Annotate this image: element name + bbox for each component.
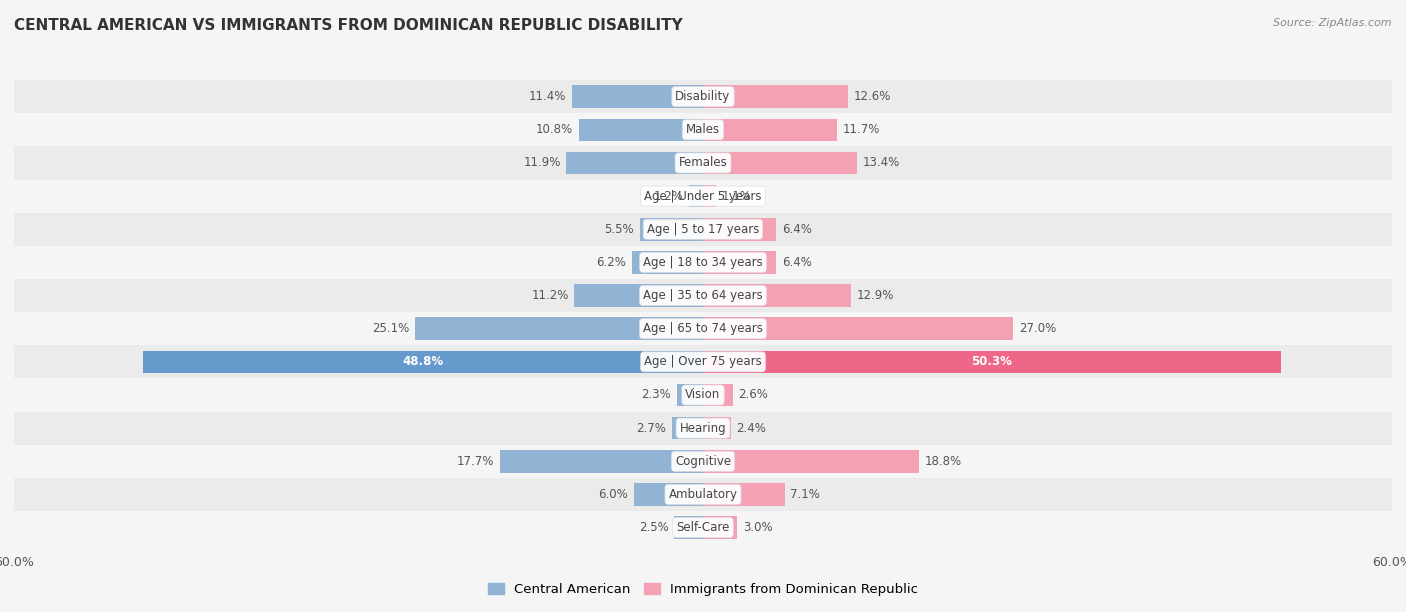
Bar [689, 185, 703, 207]
Text: 7.1%: 7.1% [790, 488, 820, 501]
Text: 18.8%: 18.8% [925, 455, 962, 468]
Bar [631, 251, 703, 274]
Text: 11.9%: 11.9% [523, 157, 561, 170]
Bar [703, 417, 731, 439]
Text: 50.3%: 50.3% [972, 356, 1012, 368]
Bar [575, 284, 703, 307]
Bar [703, 85, 848, 108]
Bar [14, 378, 1392, 411]
Bar [14, 146, 1392, 179]
Text: 6.2%: 6.2% [596, 256, 626, 269]
Text: 6.0%: 6.0% [599, 488, 628, 501]
Bar [703, 284, 851, 307]
Text: Ambulatory: Ambulatory [668, 488, 738, 501]
Bar [676, 384, 703, 406]
Bar [14, 445, 1392, 478]
Text: CENTRAL AMERICAN VS IMMIGRANTS FROM DOMINICAN REPUBLIC DISABILITY: CENTRAL AMERICAN VS IMMIGRANTS FROM DOMI… [14, 18, 683, 34]
Text: 6.4%: 6.4% [782, 256, 813, 269]
Bar [703, 318, 1012, 340]
Text: 27.0%: 27.0% [1019, 322, 1056, 335]
Text: Males: Males [686, 123, 720, 136]
Bar [703, 384, 733, 406]
Bar [634, 483, 703, 506]
Bar [567, 152, 703, 174]
Text: 2.4%: 2.4% [737, 422, 766, 435]
Text: 11.2%: 11.2% [531, 289, 568, 302]
Text: Vision: Vision [685, 389, 721, 401]
Bar [640, 218, 703, 241]
Text: 5.5%: 5.5% [605, 223, 634, 236]
Bar [14, 511, 1392, 544]
Text: Source: ZipAtlas.com: Source: ZipAtlas.com [1274, 18, 1392, 28]
Bar [142, 351, 703, 373]
Bar [14, 246, 1392, 279]
Bar [415, 318, 703, 340]
Text: 1.1%: 1.1% [721, 190, 751, 203]
Bar [672, 417, 703, 439]
Text: 10.8%: 10.8% [536, 123, 574, 136]
Bar [14, 279, 1392, 312]
Bar [703, 185, 716, 207]
Bar [703, 483, 785, 506]
Text: 2.7%: 2.7% [637, 422, 666, 435]
Text: 11.7%: 11.7% [844, 123, 880, 136]
Bar [703, 517, 738, 539]
Bar [14, 312, 1392, 345]
Bar [675, 517, 703, 539]
Text: 6.4%: 6.4% [782, 223, 813, 236]
Bar [14, 80, 1392, 113]
Text: Age | Under 5 years: Age | Under 5 years [644, 190, 762, 203]
Bar [579, 119, 703, 141]
Text: Cognitive: Cognitive [675, 455, 731, 468]
Bar [703, 450, 920, 472]
Text: Age | Over 75 years: Age | Over 75 years [644, 356, 762, 368]
Text: 1.2%: 1.2% [654, 190, 683, 203]
Text: 13.4%: 13.4% [863, 157, 900, 170]
Text: 2.6%: 2.6% [738, 389, 769, 401]
Legend: Central American, Immigrants from Dominican Republic: Central American, Immigrants from Domini… [482, 578, 924, 602]
Text: 48.8%: 48.8% [402, 356, 443, 368]
Bar [14, 345, 1392, 378]
Text: 3.0%: 3.0% [744, 521, 773, 534]
Text: 11.4%: 11.4% [529, 90, 567, 103]
Text: Age | 35 to 64 years: Age | 35 to 64 years [643, 289, 763, 302]
Text: Disability: Disability [675, 90, 731, 103]
Text: 2.5%: 2.5% [638, 521, 669, 534]
Text: 25.1%: 25.1% [371, 322, 409, 335]
Text: 12.9%: 12.9% [856, 289, 894, 302]
Bar [14, 113, 1392, 146]
Bar [703, 351, 1281, 373]
Bar [499, 450, 703, 472]
Bar [703, 251, 776, 274]
Text: Age | 5 to 17 years: Age | 5 to 17 years [647, 223, 759, 236]
Text: Age | 18 to 34 years: Age | 18 to 34 years [643, 256, 763, 269]
Bar [14, 212, 1392, 246]
Text: Hearing: Hearing [679, 422, 727, 435]
Text: Self-Care: Self-Care [676, 521, 730, 534]
Bar [703, 218, 776, 241]
Text: 12.6%: 12.6% [853, 90, 891, 103]
Text: Females: Females [679, 157, 727, 170]
Bar [14, 478, 1392, 511]
Text: Age | 65 to 74 years: Age | 65 to 74 years [643, 322, 763, 335]
Text: 17.7%: 17.7% [457, 455, 494, 468]
Bar [703, 119, 838, 141]
Bar [14, 179, 1392, 212]
Bar [14, 411, 1392, 445]
Text: 2.3%: 2.3% [641, 389, 671, 401]
Bar [703, 152, 856, 174]
Bar [572, 85, 703, 108]
